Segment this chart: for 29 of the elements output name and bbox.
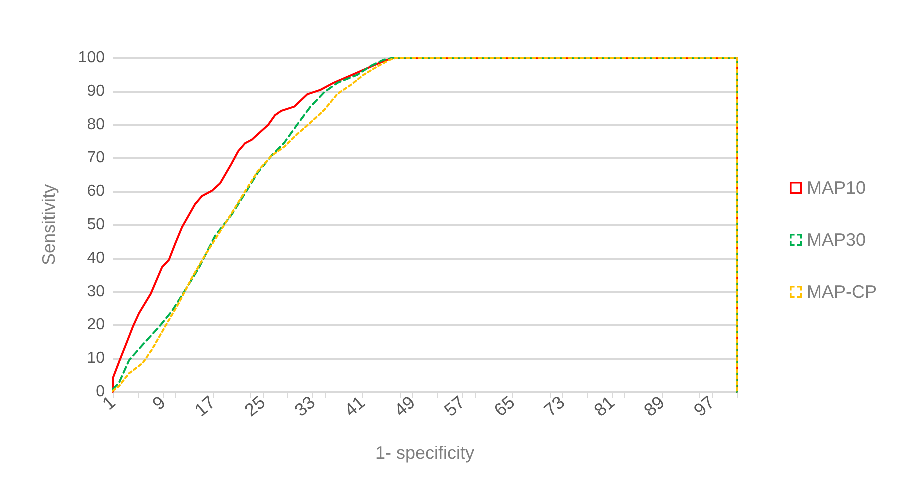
y-tick-label: 80 [87, 116, 106, 134]
x-tick-label: 25 [240, 392, 270, 421]
x-tick-label: 65 [490, 392, 519, 421]
y-tick-label: 70 [87, 150, 106, 167]
x-axis-title: 1- specificity [375, 443, 475, 463]
y-tick-label: 100 [78, 50, 106, 66]
legend-label: MAP-CP [806, 282, 878, 302]
x-tick-label: 97 [690, 392, 718, 421]
x-tick-label: 41 [340, 392, 370, 421]
y-tick-label: 90 [87, 82, 106, 100]
y-axis-title: Sensitivity [39, 184, 59, 266]
x-tick-label: 89 [640, 392, 669, 421]
x-tick-label: 33 [290, 392, 320, 421]
y-tick-label: 10 [87, 350, 106, 368]
y-tick-label: 30 [87, 283, 106, 300]
y-tick-label: 20 [87, 316, 106, 334]
x-tick-label: 73 [540, 392, 569, 421]
x-tick-label: 57 [440, 392, 469, 421]
y-tick-label: 40 [87, 250, 106, 267]
legend-label: MAP30 [806, 230, 866, 250]
x-tick-label: 49 [390, 392, 419, 421]
x-tick-label: 81 [590, 392, 619, 421]
y-tick-label: 50 [87, 216, 106, 234]
line-series [112, 57, 738, 393]
y-tick-label: 60 [87, 183, 106, 200]
x-tick-label: 17 [191, 392, 220, 421]
y-tick-label: 0 [96, 384, 106, 400]
x-tick-label: 9 [148, 392, 170, 414]
legend-label: MAP10 [806, 178, 866, 198]
